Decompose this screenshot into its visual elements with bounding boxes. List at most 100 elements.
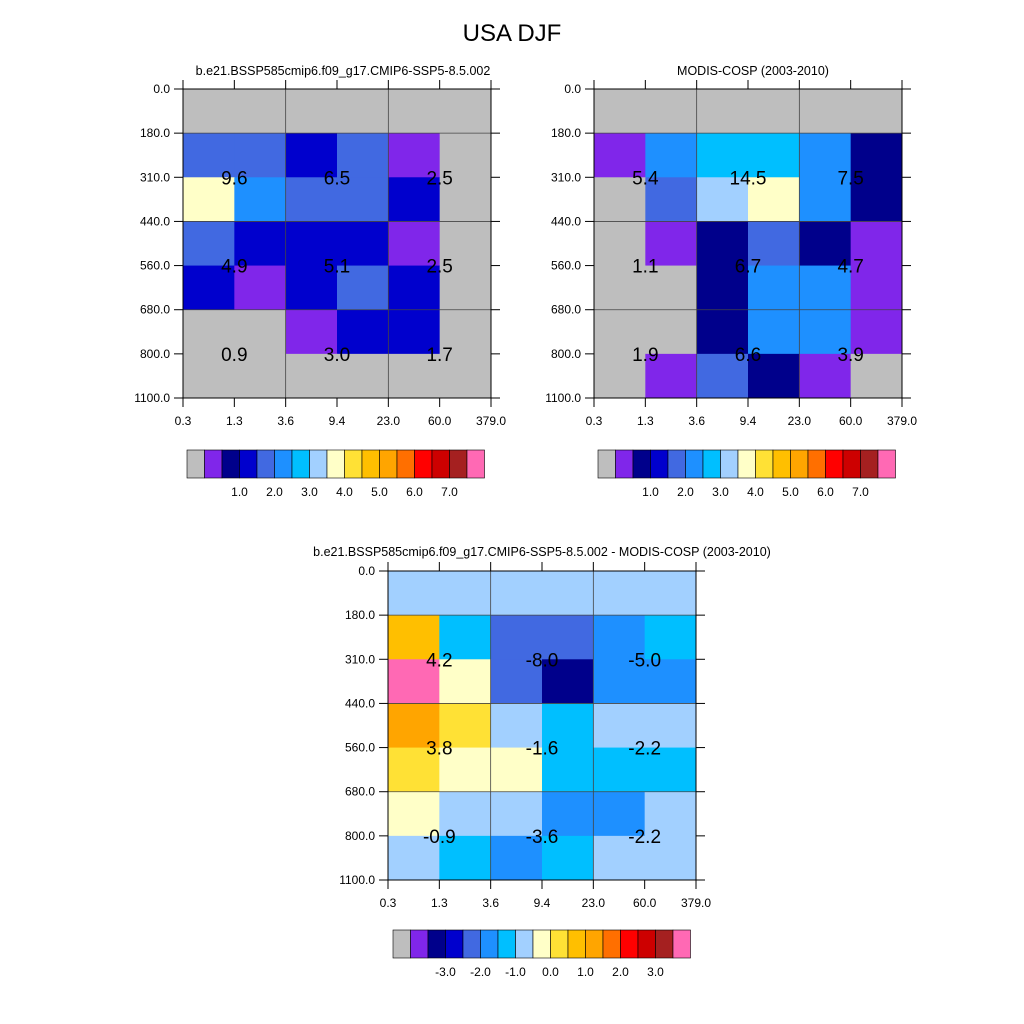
heatmap-cell	[388, 571, 440, 616]
colorbar-label: -3.0	[435, 965, 456, 979]
colorbar-swatch	[361, 449, 380, 479]
heatmap-cell	[183, 89, 235, 134]
box-value-label: 4.9	[221, 257, 247, 278]
colorbar-label: 7.0	[852, 485, 869, 499]
x-tick-label: 3.6	[277, 414, 294, 428]
heatmap-cell	[593, 659, 646, 704]
heatmap-cell	[594, 177, 646, 222]
heatmap-cell	[388, 177, 441, 222]
colorbar-swatch	[445, 929, 464, 959]
box-value-label: 6.6	[735, 345, 761, 366]
heatmap-cell	[644, 791, 697, 837]
heatmap-cell	[748, 265, 800, 311]
heatmap-cell	[439, 353, 492, 399]
colorbar-swatch	[291, 449, 310, 479]
colorbar-swatch	[392, 929, 411, 959]
heatmap-cell	[285, 309, 338, 355]
heatmap-cell	[490, 659, 543, 704]
heatmap-cell	[388, 659, 440, 704]
colorbar-swatch	[720, 449, 739, 479]
colorbar-swatch	[602, 929, 621, 959]
box-value-label: 3.8	[426, 739, 452, 760]
colorbar-swatch	[860, 449, 879, 479]
colorbar-swatch	[410, 929, 429, 959]
y-tick-label: 680.0	[140, 303, 170, 317]
heatmap-cell	[644, 659, 697, 704]
colorbar-label: 1.0	[577, 965, 594, 979]
heatmap-cell	[696, 133, 749, 178]
y-tick-label: 440.0	[345, 696, 375, 710]
colorbar-swatch	[449, 449, 468, 479]
y-tick-label: 310.0	[140, 170, 170, 184]
heatmap-cell	[337, 221, 389, 267]
heatmap-cell	[542, 615, 594, 660]
colorbar-swatch	[309, 449, 328, 479]
panel-3: 0.0 180.0 310.0 440.0 560.0 680.0 800.0 1100.0 0…	[339, 562, 711, 979]
heatmap-cell	[183, 309, 235, 355]
y-tick-label: 310.0	[551, 170, 581, 184]
colorbar-label: -2.0	[470, 965, 491, 979]
x-tick-label: 0.3	[380, 896, 397, 910]
y-tick-label: 1100.0	[339, 873, 375, 887]
box-value-label: 3.0	[324, 345, 350, 366]
heatmap-cell	[183, 177, 235, 222]
colorbar-swatch	[466, 449, 485, 479]
box-value-label: 6.5	[324, 168, 350, 189]
heatmap-cell	[748, 89, 800, 134]
colorbar-swatch	[772, 449, 791, 479]
heatmap-cell	[542, 571, 594, 616]
heatmap-cell	[645, 221, 698, 267]
colorbar-swatch	[532, 929, 551, 959]
heatmap-cell	[799, 221, 852, 267]
colorbar-label: 5.0	[371, 485, 388, 499]
colorbar-label: 2.0	[266, 485, 283, 499]
colorbar: -3.0 -2.0 -1.0 0.0 1.0 2.0 3.0	[392, 929, 691, 979]
y-tick-label: 310.0	[345, 652, 375, 666]
colorbar-swatch	[807, 449, 826, 479]
heatmap-cell	[593, 791, 646, 837]
panel-3-title: b.e21.BSSP585cmip6.f09_g17.CMIP6-SSP5-8.…	[313, 545, 771, 559]
heatmap-cell	[285, 133, 338, 178]
colorbar-swatch	[615, 449, 634, 479]
box-value-label: -2.2	[628, 827, 661, 848]
panel-2: 0.0 180.0 310.0 440.0 560.0 680.0 800.0 1100.0 0…	[545, 80, 917, 499]
y-tick-label: 440.0	[551, 214, 581, 228]
heatmap-cell	[439, 89, 492, 134]
box-value-label: 1.9	[632, 345, 658, 366]
heatmap-cell	[748, 133, 800, 178]
colorbar-swatch	[256, 449, 275, 479]
colorbar-swatch	[462, 929, 481, 959]
heatmap-cell	[490, 615, 543, 660]
heatmap-cell	[542, 835, 594, 881]
heatmap-cell	[542, 791, 594, 837]
box-value-label: 14.5	[730, 168, 767, 189]
box-value-label: 7.5	[837, 168, 863, 189]
y-tick-label: 1100.0	[134, 391, 170, 405]
heatmap-cell	[696, 177, 749, 222]
colorbar: 1.0 2.0 3.0 4.0 5.0 6.0 7.0	[597, 449, 896, 499]
heatmap-cell	[850, 353, 903, 399]
heatmap-cell	[799, 133, 852, 178]
heatmap-cell	[644, 703, 697, 749]
x-tick-label: 3.6	[688, 414, 705, 428]
heatmap-cell	[696, 89, 749, 134]
colorbar-swatch	[567, 929, 586, 959]
heatmap-cell	[644, 615, 697, 660]
x-tick-label: 60.0	[633, 896, 657, 910]
colorbar-label: 7.0	[441, 485, 458, 499]
heatmap-cell	[285, 221, 338, 267]
box-value-label: 1.1	[632, 257, 658, 278]
heatmap-cell	[490, 747, 543, 793]
colorbar-swatch	[274, 449, 293, 479]
y-tick-label: 0.0	[153, 82, 170, 96]
plot-frame	[593, 88, 903, 399]
y-tick-label: 0.0	[358, 564, 375, 578]
heatmap-cell	[234, 89, 287, 134]
heatmap-cell	[285, 177, 338, 222]
box-value-label: 0.9	[221, 345, 247, 366]
box-value-label: 2.5	[426, 257, 452, 278]
x-tick-label: 0.3	[586, 414, 603, 428]
y-tick-label: 180.0	[140, 126, 170, 140]
box-value-label: 3.9	[837, 345, 863, 366]
